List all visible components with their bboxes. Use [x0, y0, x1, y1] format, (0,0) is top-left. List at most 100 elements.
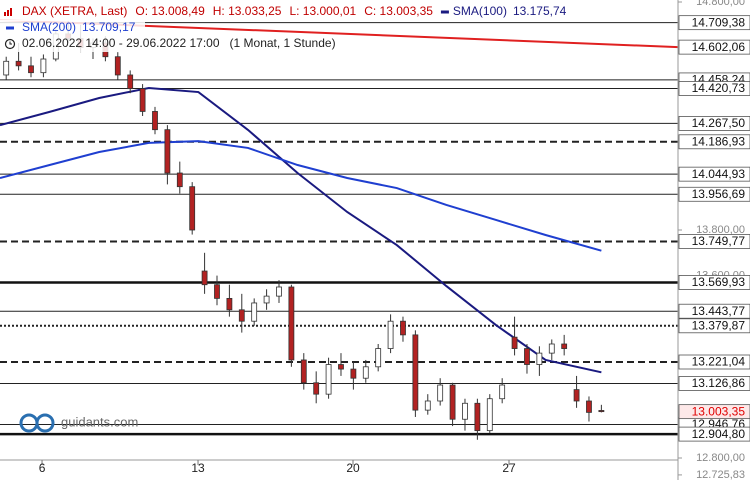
level-label-box	[678, 15, 750, 31]
candle-body	[139, 88, 146, 112]
level-label-box	[678, 376, 750, 391]
level-label-box	[678, 116, 750, 131]
x-tick-label: 27	[502, 461, 516, 475]
x-tick-label: 13	[191, 461, 205, 475]
watermark-logo	[19, 413, 55, 433]
y-tick-label: 12.725,83	[696, 469, 745, 480]
level-label: 13.221,04	[692, 355, 746, 369]
level-label-box	[678, 134, 750, 150]
instrument-icon	[10, 8, 12, 16]
candle-body	[524, 348, 530, 365]
legend-text: H: 13.033,25	[213, 4, 282, 18]
candle-body	[375, 348, 382, 368]
level-label-box	[678, 81, 750, 96]
level-label: 12.904,80	[692, 427, 746, 441]
candle-body	[176, 172, 183, 188]
level-label-box	[678, 234, 750, 249]
legend: guidants.com DAX (XETRA, Last) O: 13.008,4…	[0, 3, 575, 433]
legend-text: 13.709,17	[82, 20, 136, 34]
level-label: 13.749,77	[692, 234, 746, 248]
last-price-label: 13.003,35	[692, 404, 746, 418]
legend-bg	[0, 36, 315, 52]
levels	[0, 22, 678, 436]
level-label: 14.186,93	[692, 134, 746, 148]
candle-body	[424, 400, 431, 411]
legend-text: SMA(100)	[453, 4, 507, 18]
candle-body	[486, 398, 493, 432]
legend-text: O: 13.008,49	[135, 4, 205, 18]
sma-line	[0, 86, 602, 374]
plot	[0, 19, 679, 440]
level-label: 13.379,87	[692, 318, 746, 332]
instrument-icon	[4, 12, 6, 16]
clock-icon	[4, 38, 16, 50]
candle-body	[548, 343, 555, 354]
candle-body	[300, 359, 307, 384]
x-tick-label: 20	[346, 461, 360, 475]
candle-body	[28, 65, 34, 74]
candle-body	[586, 400, 592, 413]
level-label-box	[678, 166, 750, 182]
level-label-box	[678, 426, 750, 442]
last-price-label-box	[678, 404, 750, 420]
level-label-box	[678, 186, 750, 202]
candle-body	[15, 60, 22, 67]
legend-text: DAX (XETRA, Last)	[22, 4, 127, 18]
candle-body	[201, 270, 208, 286]
candle-body	[313, 382, 320, 395]
candle-body	[189, 186, 196, 231]
legend-text: (1 Monat, 1 Stunde)	[230, 36, 336, 50]
level-label-box	[678, 354, 750, 370]
candle-body	[276, 286, 282, 297]
x-tick-label: 6	[39, 461, 46, 475]
instrument-icon	[7, 10, 9, 16]
sma-line	[0, 140, 602, 252]
level-label-box	[678, 275, 750, 290]
legend-text: 02.06.2022 14:00 - 29.06.2022 17:00	[22, 36, 220, 50]
legend-text: L: 13.000,01	[289, 4, 356, 18]
level-label: 14.044,93	[692, 167, 746, 181]
candle-body	[511, 336, 518, 349]
trend-label: 14.602,06	[692, 40, 746, 54]
candle-body	[449, 384, 456, 420]
candle-body	[536, 352, 543, 365]
candle-body	[251, 302, 258, 322]
legend-text: C: 13.003,35	[364, 4, 433, 18]
legend-bg	[0, 3, 575, 21]
trend-label-box	[678, 39, 750, 55]
level-label-box	[678, 318, 750, 334]
candle-body	[40, 58, 47, 74]
candle-body	[238, 309, 245, 322]
candle-body	[350, 368, 357, 379]
level-label: 13.443,77	[692, 304, 746, 318]
candle-body	[288, 286, 295, 361]
legend-text: 13.175,74	[513, 4, 567, 18]
candle-body	[400, 320, 406, 336]
level-label: 14.267,50	[692, 116, 746, 130]
candle-body	[152, 111, 158, 131]
candle-body	[437, 384, 444, 402]
candle-body	[412, 334, 419, 411]
candle-body	[226, 298, 233, 311]
level-label: 13.956,69	[692, 187, 746, 201]
candle-body	[474, 402, 481, 432]
candle-body	[3, 60, 10, 76]
candle-body	[499, 384, 506, 400]
candle-body	[387, 320, 394, 349]
legend-text: SMA(200)	[22, 20, 76, 34]
level-label: 13.126,86	[692, 376, 746, 390]
y-tick-label: 13.800,00	[696, 224, 745, 236]
level-label: 13.569,93	[692, 275, 746, 289]
candle-body	[462, 402, 468, 420]
candle-body	[325, 364, 332, 395]
level-label: 14.420,73	[692, 81, 746, 95]
candle-body	[164, 129, 171, 174]
clock-icon	[9, 41, 12, 45]
watermark: guidants.com	[61, 414, 138, 429]
level-label: 14.709,38	[692, 15, 746, 29]
candle-body	[127, 74, 134, 90]
y-tick-label: 12.800,00	[696, 452, 745, 464]
legend-bg	[0, 20, 145, 36]
